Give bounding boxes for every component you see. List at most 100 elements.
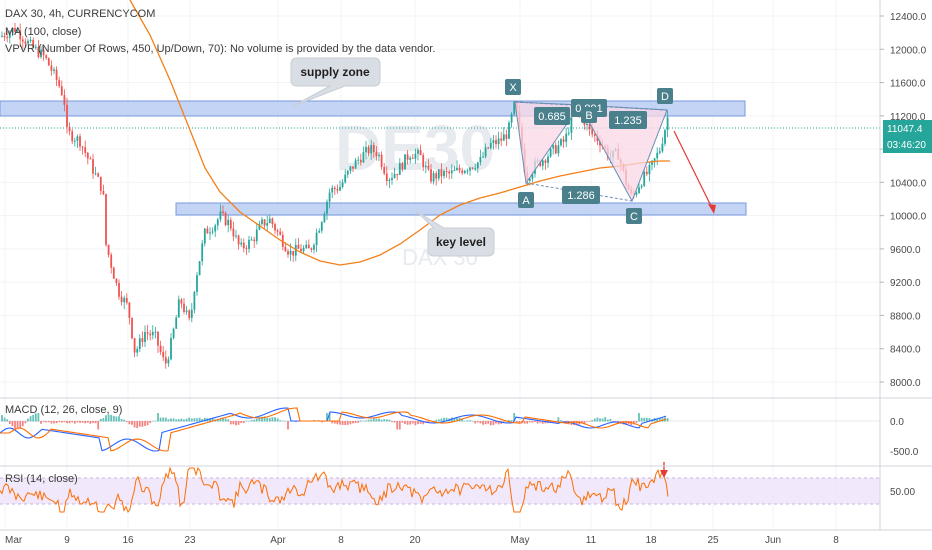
macd-histogram-bar: [136, 421, 139, 429]
callouts[interactable]: supply zone key level: [290, 57, 495, 257]
macd-histogram-bar: [588, 421, 591, 422]
candle-body: [549, 148, 552, 157]
key-level-box[interactable]: [175, 202, 747, 216]
rsi-indicator-label[interactable]: RSI (14, close): [5, 473, 78, 485]
moving-average: [129, 0, 670, 266]
candle-body: [666, 117, 669, 131]
macd-histogram-bar: [222, 418, 224, 422]
point-a-label[interactable]: A: [518, 192, 534, 208]
macd-histogram-bar: [474, 421, 477, 424]
candle-body: [99, 176, 102, 191]
macd-histogram-bar: [406, 421, 409, 425]
macd-histogram-bar: [643, 417, 646, 422]
candle-body: [123, 298, 126, 303]
macd-histogram-bar: [73, 421, 76, 424]
candle-body: [16, 30, 19, 32]
price-axis-bg: [880, 0, 932, 550]
candle-body: [479, 156, 482, 163]
candle-body: [346, 170, 349, 175]
candle-body: [326, 201, 328, 214]
point-b-label-bg: [581, 107, 597, 123]
macd-histogram-bar: [440, 418, 443, 422]
macd-histogram-bar: [443, 417, 445, 422]
macd-histogram-bar: [281, 420, 284, 422]
candle-body: [209, 232, 211, 234]
time-axis[interactable]: Mar 9 16 23 Apr 8 20 May 11 18 25 Jun 8: [0, 529, 932, 550]
vpvr-indicator-label[interactable]: VPVR (Number Of Rows, 450, Up/Down, 70):…: [5, 43, 436, 55]
candle-body: [146, 332, 149, 334]
macd-histogram-bar: [391, 421, 393, 423]
candle-body: [448, 171, 451, 174]
macd-histogram-bar: [196, 418, 198, 422]
candle-body: [227, 219, 230, 226]
candle-body: [547, 156, 549, 163]
current-price-tag[interactable]: 11047.4 03:46:20: [883, 120, 932, 153]
macd-histogram-bar: [469, 420, 471, 422]
pattern-triangle-bcd[interactable]: [579, 104, 668, 203]
candle-body: [310, 248, 313, 250]
macd-histogram-bar: [8, 421, 11, 425]
macd-histogram-bar: [146, 421, 149, 426]
macd-indicator-label[interactable]: MACD (12, 26, close, 9): [5, 404, 123, 416]
candle-body: [297, 244, 300, 249]
macd-histogram-bar: [11, 421, 14, 427]
macd-histogram-bar: [471, 420, 474, 422]
macd-histogram-bar: [79, 421, 81, 423]
candle-body: [144, 332, 146, 342]
point-d-label[interactable]: D: [657, 88, 673, 104]
macd-histogram-bar: [154, 420, 157, 422]
point-x-label[interactable]: X: [505, 79, 521, 95]
candle-body: [157, 331, 159, 346]
ratio-ac-label[interactable]: 1.286: [562, 186, 600, 204]
macd-histogram-bar: [159, 417, 162, 422]
candle-body: [508, 122, 510, 139]
macd-histogram-bar: [648, 418, 651, 422]
macd-histogram-bar: [508, 420, 510, 422]
macd-histogram-bar: [219, 418, 222, 422]
candle-body: [190, 309, 193, 318]
ma-indicator-label[interactable]: MA (100, close): [5, 26, 82, 38]
candle-body: [53, 69, 55, 71]
macd-histogram-bar: [47, 421, 50, 423]
macd-histogram-bar: [497, 421, 500, 425]
candle-body: [185, 310, 188, 312]
macd-histogram-bar: [591, 420, 594, 422]
point-c-label[interactable]: C: [626, 208, 642, 224]
candle-body: [552, 145, 555, 149]
candle-body: [430, 169, 432, 182]
ratio-bd-label[interactable]: 1.235: [609, 111, 647, 129]
candle-body: [349, 166, 352, 171]
macd-histogram-bar: [557, 417, 560, 422]
price-axis[interactable]: 12400.012000.011600.011200.010800.010400…: [879, 0, 932, 550]
macd-histogram-bar: [484, 421, 487, 425]
candle-body: [456, 167, 458, 171]
candle-body: [232, 228, 235, 237]
macd-histogram-bar: [66, 421, 68, 424]
candle-body: [63, 95, 66, 105]
candle-body: [29, 39, 32, 41]
candle-body: [435, 173, 438, 179]
candle-body: [183, 303, 185, 312]
candle-body: [643, 171, 646, 186]
candle-body: [658, 151, 661, 153]
supply-zone-callout[interactable]: supply zone: [290, 57, 381, 107]
macd-histogram-bar: [209, 418, 211, 422]
key-level-callout[interactable]: key level: [415, 210, 495, 257]
macd-histogram-bar: [287, 421, 289, 430]
macd-histogram-bar: [367, 419, 370, 422]
candle-body: [471, 167, 474, 169]
ratio-xb-label[interactable]: 0.685: [534, 107, 570, 125]
macd-histogram-bar: [164, 417, 167, 422]
candle-body: [34, 46, 37, 48]
price-tick-label: 11600.0: [890, 79, 926, 90]
macd-histogram-bar: [396, 421, 399, 430]
ratio-bd-label-text: 1.235: [614, 115, 642, 127]
candle-body: [55, 69, 58, 80]
candle-body: [37, 46, 40, 57]
macd-histogram-bar: [34, 413, 37, 422]
macd-histogram-bar: [55, 421, 58, 424]
point-b-label[interactable]: B: [581, 107, 597, 123]
candle-body: [492, 140, 495, 144]
